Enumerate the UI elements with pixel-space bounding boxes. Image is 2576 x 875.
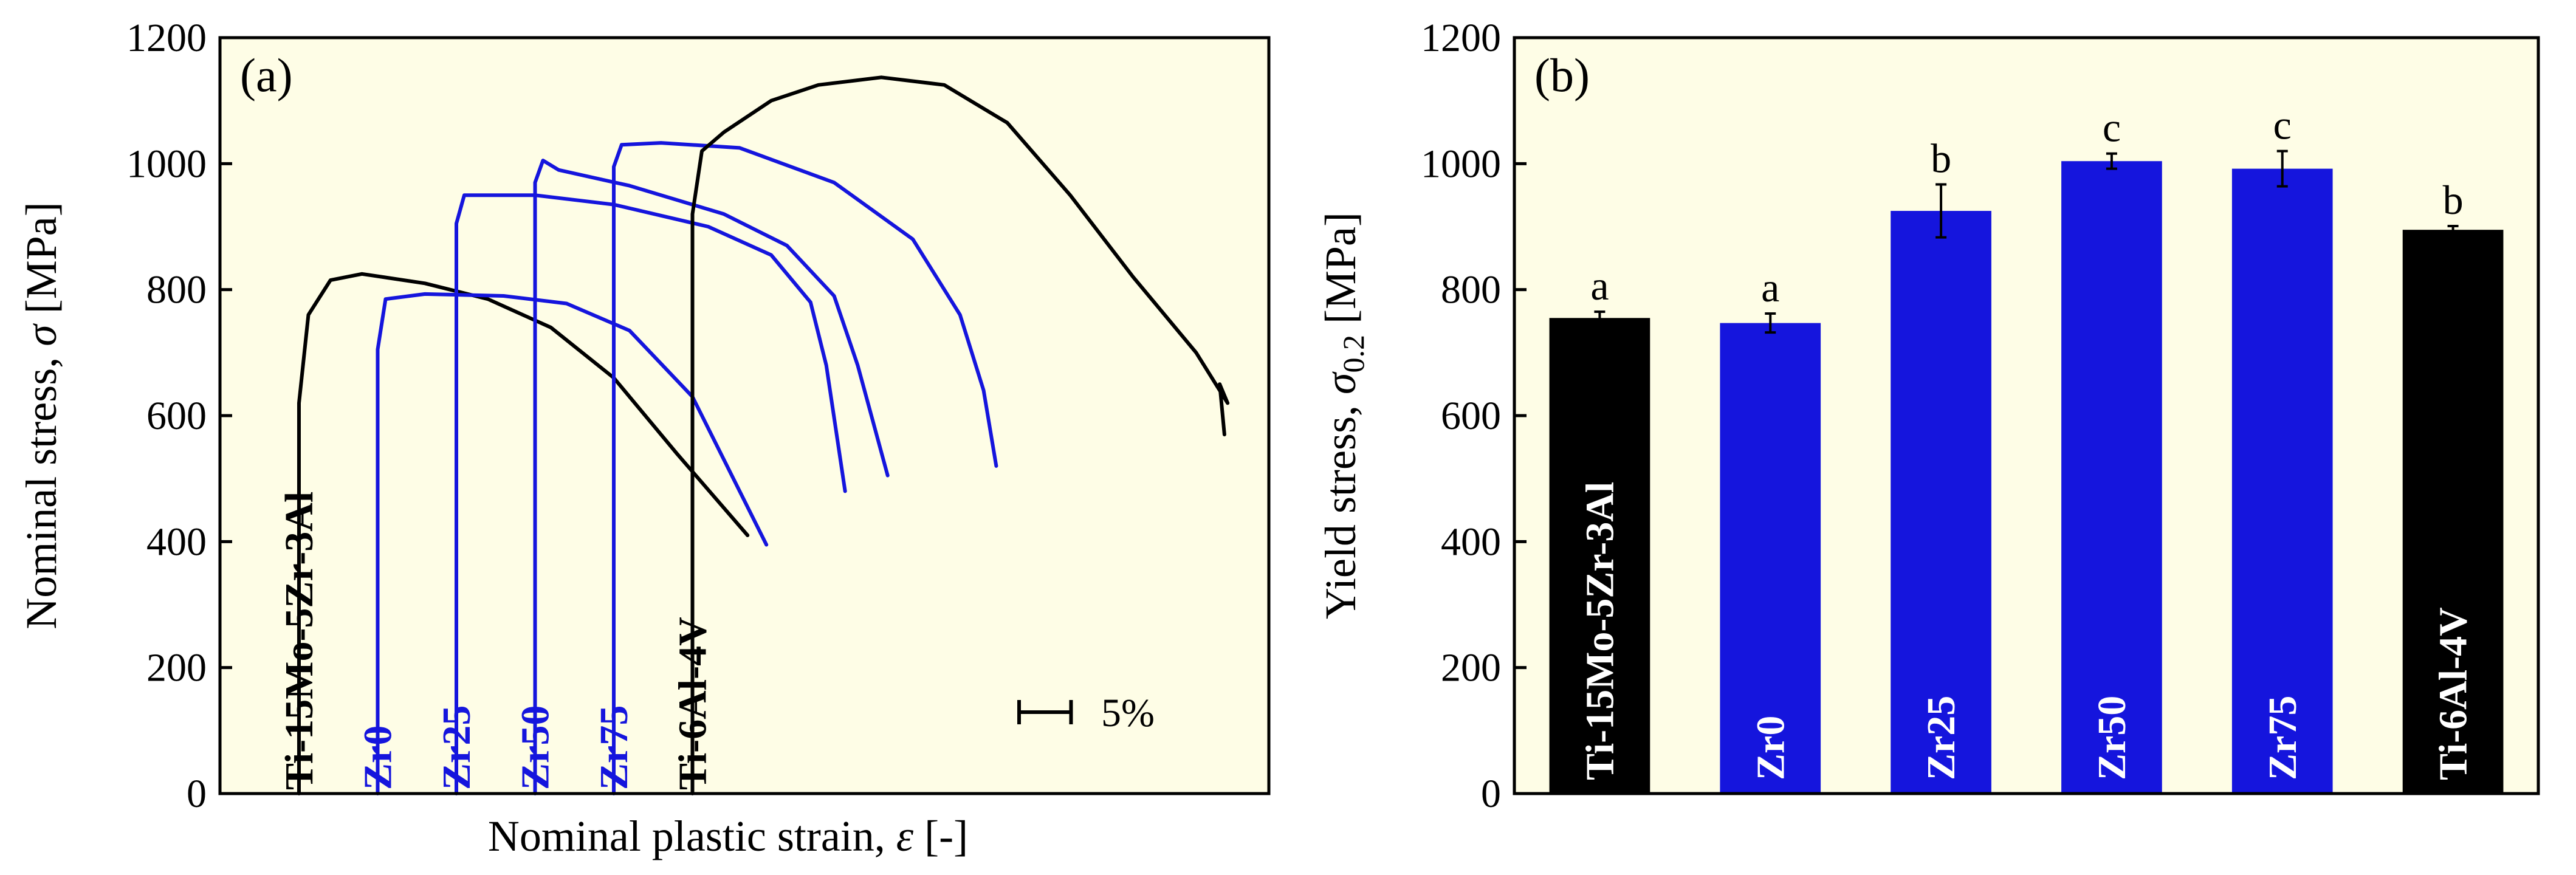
y-tick-label-b-800: 800 — [1441, 268, 1501, 312]
y-tick-label-a-600: 600 — [146, 394, 207, 438]
curve-ti-15mo-5zr-3al — [297, 272, 750, 795]
bar-label-ti-15mo-5zr-3al: Ti-15Mo-5Zr-3Al — [1578, 482, 1622, 780]
curve-ti-6al-4v — [690, 75, 1230, 795]
significance-letter-ti-6al-4v: b — [2443, 177, 2464, 223]
y-tick-label-b-1000: 1000 — [1421, 142, 1501, 186]
panel-a: 0 200 400 600 800 1000 1200 Ti-15Mo-5Zr-3Al Zr0… — [17, 16, 1271, 860]
y-tick-label-b-600: 600 — [1441, 394, 1501, 438]
curve-labels-a: Ti-15Mo-5Zr-3Al Zr0 Zr25 Zr50 Zr75 Ti-6Al-4V — [277, 492, 715, 790]
y-axis-ticks-b: 0 200 400 600 800 1000 1200 — [1421, 16, 1527, 816]
panel-label-b: (b) — [1534, 49, 1590, 101]
y-axis-label-b-text: Yield stress, — [1316, 394, 1365, 619]
curve-label-zr75: Zr75 — [592, 705, 636, 790]
y-tick-label-a-1200: 1200 — [126, 16, 207, 60]
y-tick-label-a-1000: 1000 — [126, 142, 207, 186]
bar-ti-15mo-5zr-3al — [1549, 318, 1650, 794]
y-axis-label-a-symbol: σ — [17, 323, 66, 346]
bar-label-zr50: Zr50 — [2090, 696, 2134, 780]
y-tick-label-b-200: 200 — [1441, 646, 1501, 690]
bar-ti-6al-4v — [2402, 230, 2504, 794]
curve-zr50 — [533, 159, 890, 795]
y-axis-label-a-unit: [MPa] — [17, 202, 66, 324]
scale-bar: 5% — [1017, 691, 1155, 735]
bar-zr50 — [2061, 161, 2162, 794]
y-axis-label-a-text: Nominal stress, — [17, 346, 66, 630]
significance-letter-zr75: c — [2273, 102, 2292, 148]
y-axis-label-a: Nominal stress, σ [MPa] — [17, 202, 66, 629]
bar-zr0 — [1720, 323, 1821, 794]
scale-bar-label: 5% — [1101, 691, 1155, 735]
bar-zr25 — [1891, 211, 1991, 794]
y-axis-label-b-sub: 0.2 — [1336, 335, 1370, 373]
x-axis-label-a-unit: [-] — [913, 812, 968, 860]
bar-zr75 — [2231, 168, 2333, 794]
bar-label-ti-6al-4v: Ti-6Al-4V — [2431, 607, 2476, 780]
curve-label-ti-15mo-5zr-3al: Ti-15Mo-5Zr-3Al — [277, 492, 321, 790]
y-tick-label-b-1200: 1200 — [1421, 16, 1501, 60]
curve-label-zr25: Zr25 — [434, 705, 479, 790]
bar-group-b: a Ti-15Mo-5Zr-3Al a Zr0 b Zr25 c Zr50 c Zr75 b Ti-6… — [1549, 102, 2504, 794]
y-tick-label-b-0: 0 — [1481, 772, 1501, 816]
panel-label-a: (a) — [240, 49, 293, 101]
curve-label-ti-6al-4v: Ti-6Al-4V — [671, 617, 715, 790]
panel-b: a Ti-15Mo-5Zr-3Al a Zr0 b Zr25 c Zr50 c Zr75 b Ti-6… — [1316, 16, 2540, 816]
y-axis-ticks-a: 0 200 400 600 800 1000 1200 — [126, 16, 232, 816]
x-axis-label-a: Nominal plastic strain, ε [-] — [488, 812, 968, 860]
significance-letter-zr50: c — [2103, 105, 2121, 151]
plot-a-frame — [218, 36, 1271, 795]
bar-label-zr75: Zr75 — [2261, 696, 2305, 780]
plot-a-background — [220, 38, 1269, 794]
bar-label-zr0: Zr0 — [1748, 716, 1793, 780]
y-tick-label-b-400: 400 — [1441, 520, 1501, 564]
plot-b-background — [1514, 38, 2538, 794]
curve-zr0 — [376, 292, 769, 795]
y-tick-label-a-200: 200 — [146, 646, 207, 690]
y-axis-label-b-symbol: σ — [1316, 371, 1365, 394]
curve-label-zr50: Zr50 — [513, 705, 558, 790]
curve-zr25 — [455, 193, 847, 795]
x-axis-label-a-text: Nominal plastic strain, — [488, 812, 896, 860]
curve-zr75 — [612, 141, 998, 795]
significance-letter-zr25: b — [1931, 136, 1951, 182]
curve-label-zr0: Zr0 — [356, 726, 400, 790]
bar-label-zr25: Zr25 — [1919, 696, 1963, 780]
y-tick-label-a-0: 0 — [187, 772, 207, 816]
x-axis-label-a-symbol: ε — [896, 812, 914, 860]
significance-letter-ti-15mo-5zr-3al: a — [1590, 262, 1609, 309]
plot-b-frame — [1513, 36, 2540, 795]
y-tick-label-a-800: 800 — [146, 268, 207, 312]
y-tick-label-a-400: 400 — [146, 520, 207, 564]
y-axis-label-b-unit: [MPa] — [1316, 212, 1365, 335]
significance-letter-zr0: a — [1761, 264, 1779, 311]
y-axis-label-b: Yield stress, σ0.2 [MPa] — [1316, 212, 1370, 619]
curve-group-a — [297, 75, 1230, 795]
